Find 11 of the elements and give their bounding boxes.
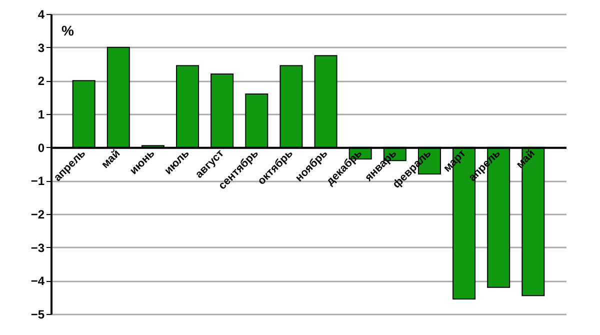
y-tick-label: 4 [38, 8, 45, 22]
y-tick-label: 3 [38, 40, 45, 55]
y-tick-label: −2 [30, 208, 45, 222]
y-tick-label: −5 [30, 308, 45, 322]
y-tick-label: 1 [38, 108, 45, 122]
y-axis-title: % [62, 22, 74, 38]
y-tick-label: 2 [38, 74, 45, 88]
y-tick-label: −3 [30, 240, 45, 255]
y-tick-label: −4 [30, 274, 45, 288]
y-tick-label: −1 [30, 174, 45, 188]
y-tick-label: 0 [38, 140, 45, 155]
